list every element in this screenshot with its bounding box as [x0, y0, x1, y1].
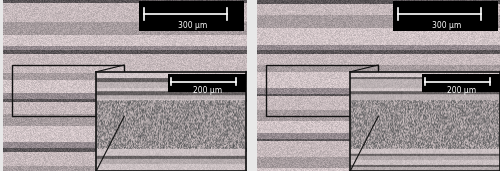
Text: 300 μm: 300 μm: [178, 21, 207, 30]
Text: 300 μm: 300 μm: [432, 21, 461, 30]
FancyBboxPatch shape: [139, 1, 244, 31]
FancyBboxPatch shape: [422, 74, 500, 92]
Text: 200 μm: 200 μm: [194, 86, 222, 95]
Bar: [12, 65, 124, 116]
Text: 200 μm: 200 μm: [448, 86, 476, 95]
Bar: [266, 65, 378, 116]
FancyBboxPatch shape: [168, 74, 246, 92]
FancyBboxPatch shape: [393, 1, 498, 31]
